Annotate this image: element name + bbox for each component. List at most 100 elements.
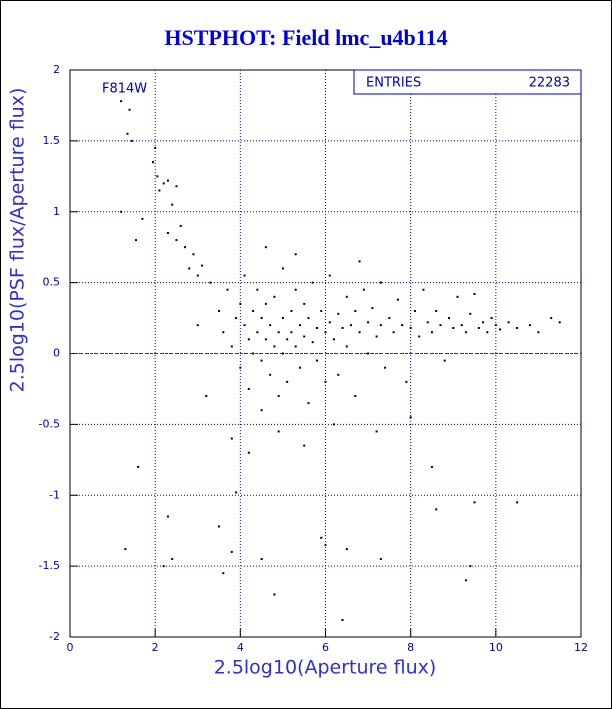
point bbox=[209, 281, 212, 284]
y-tick-label: 1 bbox=[53, 205, 60, 218]
point bbox=[281, 352, 284, 355]
point bbox=[499, 328, 502, 331]
point bbox=[230, 437, 233, 440]
y-tick-label: -1.5 bbox=[39, 559, 60, 572]
point bbox=[477, 326, 480, 329]
point bbox=[120, 210, 123, 213]
point bbox=[243, 274, 246, 277]
point bbox=[141, 217, 144, 220]
point bbox=[290, 331, 293, 334]
point bbox=[333, 338, 336, 341]
point bbox=[218, 525, 221, 528]
point bbox=[205, 395, 208, 398]
point bbox=[252, 309, 255, 312]
point bbox=[469, 312, 472, 315]
point bbox=[341, 326, 344, 329]
point bbox=[256, 288, 259, 291]
y-tick-label: -1 bbox=[49, 488, 60, 501]
point bbox=[311, 341, 314, 344]
point bbox=[516, 326, 519, 329]
point bbox=[154, 146, 157, 149]
point bbox=[358, 260, 361, 263]
point bbox=[222, 572, 225, 575]
point bbox=[460, 324, 463, 327]
point bbox=[260, 359, 263, 362]
point bbox=[239, 366, 242, 369]
point bbox=[124, 548, 127, 551]
point bbox=[422, 288, 425, 291]
point bbox=[337, 373, 340, 376]
chart-title: HSTPHOT: Field lmc_u4b114 bbox=[164, 25, 447, 50]
point bbox=[367, 352, 370, 355]
point bbox=[413, 309, 416, 312]
point bbox=[435, 309, 438, 312]
x-tick-label: 4 bbox=[237, 641, 244, 654]
point bbox=[362, 288, 365, 291]
point bbox=[175, 239, 178, 242]
point bbox=[298, 366, 301, 369]
x-tick-label: 6 bbox=[322, 641, 329, 654]
point bbox=[550, 317, 553, 320]
point bbox=[439, 324, 442, 327]
point bbox=[179, 224, 182, 227]
point bbox=[166, 515, 169, 518]
point bbox=[156, 175, 159, 178]
point bbox=[196, 324, 199, 327]
point bbox=[171, 203, 174, 206]
point bbox=[379, 558, 382, 561]
point bbox=[409, 326, 412, 329]
point bbox=[188, 267, 191, 270]
point bbox=[430, 331, 433, 334]
point bbox=[315, 326, 318, 329]
x-tick-label: 10 bbox=[489, 641, 503, 654]
plot-frame bbox=[69, 69, 582, 638]
point bbox=[264, 302, 267, 305]
point bbox=[281, 317, 284, 320]
point bbox=[166, 179, 169, 182]
point bbox=[537, 331, 540, 334]
point bbox=[235, 317, 238, 320]
point bbox=[333, 423, 336, 426]
point bbox=[162, 565, 165, 568]
point bbox=[120, 100, 123, 103]
point bbox=[324, 380, 327, 383]
point bbox=[260, 558, 263, 561]
point bbox=[303, 302, 306, 305]
point bbox=[324, 543, 327, 546]
point bbox=[286, 380, 289, 383]
point bbox=[375, 430, 378, 433]
point bbox=[320, 536, 323, 539]
point bbox=[303, 444, 306, 447]
point bbox=[307, 317, 310, 320]
point bbox=[307, 402, 310, 405]
point bbox=[320, 309, 323, 312]
x-tick-label: 2 bbox=[152, 641, 159, 654]
y-tick-label: 0 bbox=[53, 347, 60, 360]
point bbox=[247, 387, 250, 390]
point bbox=[243, 324, 246, 327]
point bbox=[435, 508, 438, 511]
point bbox=[290, 309, 293, 312]
point bbox=[269, 373, 272, 376]
point bbox=[379, 324, 382, 327]
point bbox=[230, 550, 233, 553]
point bbox=[252, 352, 255, 355]
stats-label: ENTRIES bbox=[366, 76, 421, 91]
point bbox=[486, 331, 489, 334]
point bbox=[315, 359, 318, 362]
point bbox=[264, 246, 267, 249]
point bbox=[328, 321, 331, 324]
point bbox=[311, 281, 314, 284]
y-tick-label: -2 bbox=[49, 630, 60, 643]
point bbox=[277, 430, 280, 433]
point bbox=[473, 501, 476, 504]
point bbox=[507, 321, 510, 324]
point bbox=[230, 345, 233, 348]
point bbox=[379, 281, 382, 284]
point bbox=[273, 295, 276, 298]
stats-value: 22283 bbox=[529, 76, 570, 91]
plot-area: 0 2 4 6 8 10 12 -2 -1.5 -1 -0.5 0 0.5 1 1.5 2 bbox=[39, 63, 588, 654]
point bbox=[447, 317, 450, 320]
point bbox=[269, 324, 272, 327]
